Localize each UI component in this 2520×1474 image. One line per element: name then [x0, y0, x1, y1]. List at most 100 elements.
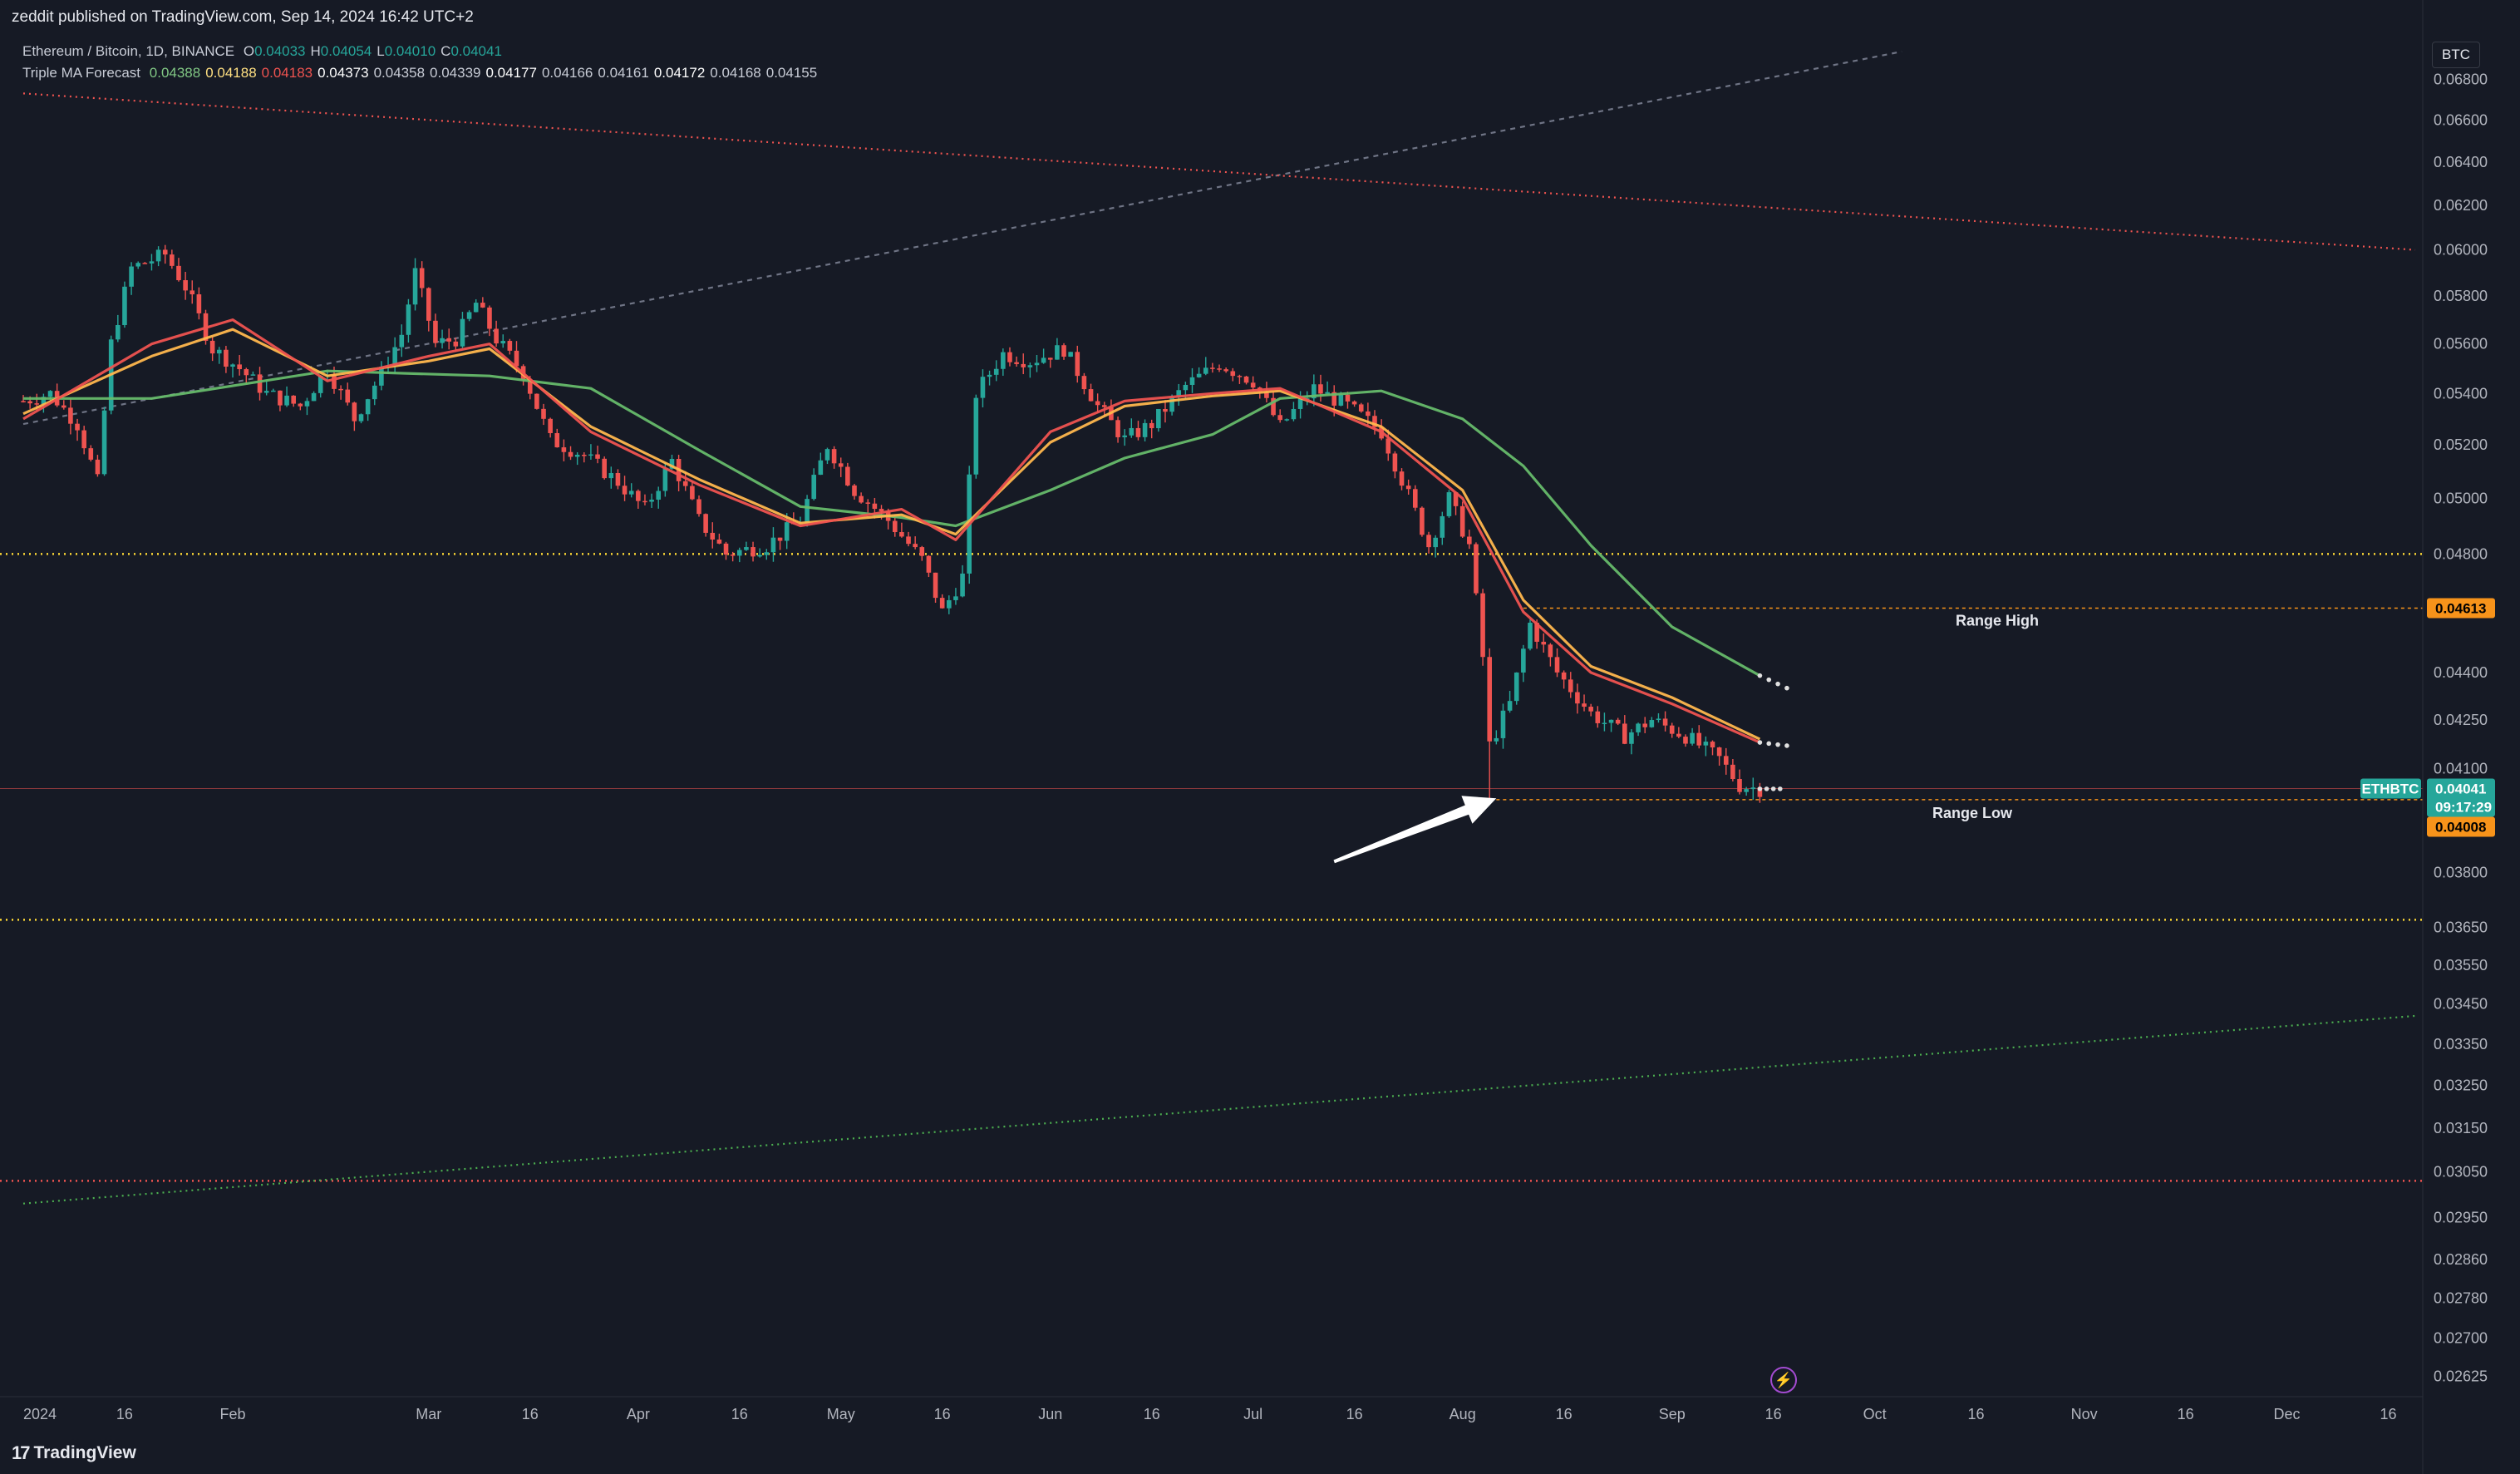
candle-body — [1386, 438, 1391, 454]
candle-body — [1554, 657, 1560, 673]
candle-body — [1757, 787, 1763, 797]
indicator-value: 0.04188 — [205, 65, 257, 81]
indicator-value: 0.04168 — [710, 65, 761, 81]
candle-body — [1210, 367, 1215, 369]
x-tick-label: 16 — [2178, 1406, 2194, 1422]
candle-body — [1480, 593, 1485, 658]
indicator-value: 0.04177 — [485, 65, 537, 81]
candle-body — [412, 268, 418, 305]
candle-body — [68, 407, 73, 424]
ma-line-mid — [22, 328, 1761, 741]
forecast-dot — [1757, 740, 1763, 745]
candle-body — [1297, 398, 1303, 409]
candle-body — [899, 532, 904, 537]
x-tick-label: Aug — [1449, 1406, 1476, 1422]
candle-body — [1440, 515, 1445, 538]
indicator-value: 0.04358 — [373, 65, 426, 81]
candle-body — [892, 520, 898, 533]
price-axis: 0.06800 0.06600 0.06400 0.06200 0.06000 0.058… — [2422, 0, 2520, 1474]
annotation-arrow — [1333, 796, 1497, 864]
forecast-dot — [1778, 786, 1783, 791]
indicator-values: 0.04388 0.04188 0.04183 0.04373 0.04358 0.043… — [150, 65, 822, 81]
candle-body — [494, 328, 499, 344]
candle-body — [1277, 415, 1282, 421]
candle-body — [1676, 733, 1681, 737]
candle-body — [473, 303, 479, 313]
lightning-icon[interactable]: ⚡ — [1770, 1367, 1797, 1393]
y-tick-label: 0.03650 — [2434, 919, 2488, 935]
y-tick-label: 0.02950 — [2434, 1209, 2488, 1225]
ohlc-o: O0.04033 — [243, 43, 306, 59]
candle-body — [1494, 737, 1499, 742]
y-tick-label: 0.04800 — [2434, 545, 2488, 562]
candle-body — [980, 377, 986, 398]
candle-body — [1243, 376, 1249, 383]
currency-button[interactable]: BTC — [2432, 42, 2480, 68]
candle-body — [176, 265, 181, 281]
x-tick-label: Dec — [2274, 1406, 2301, 1422]
candle-body — [1615, 719, 1621, 724]
candle-body — [845, 466, 850, 486]
x-tick-label: 16 — [934, 1406, 951, 1422]
candle-body — [1291, 408, 1297, 420]
y-tick-label: 0.05000 — [2434, 490, 2488, 506]
candle-body — [433, 320, 438, 343]
candle-body — [852, 485, 857, 496]
y-tick-label: 0.05200 — [2434, 436, 2488, 453]
candle-body — [1156, 408, 1161, 429]
indicator-value: 0.04155 — [765, 65, 818, 81]
candle-body — [682, 481, 688, 486]
x-tick-label: Sep — [1659, 1406, 1686, 1422]
candle-body — [561, 447, 567, 452]
candle-body — [1351, 401, 1357, 405]
x-tick-label: 16 — [731, 1406, 748, 1422]
y-tick-label: 0.06400 — [2434, 154, 2488, 170]
candle-body — [122, 286, 127, 326]
forecast-dot — [1784, 743, 1789, 748]
candle-body — [1264, 392, 1269, 398]
candle-body — [27, 401, 32, 404]
x-tick-label: Apr — [627, 1406, 650, 1422]
last-price-tag — [2427, 778, 2495, 817]
indicator-value: 0.04388 — [149, 65, 201, 81]
candle-body — [1169, 397, 1174, 412]
candle-body — [406, 304, 411, 335]
candle-body — [615, 472, 621, 486]
range-lines: Range High Range Low — [1496, 607, 2423, 821]
candle-body — [1149, 422, 1154, 429]
candle-body — [189, 290, 195, 295]
candle-body — [960, 573, 965, 597]
forecast-dot — [1766, 741, 1772, 747]
x-tick-label: Nov — [2071, 1406, 2098, 1422]
candle-body — [1223, 369, 1228, 372]
candle-body — [209, 340, 215, 354]
candle-body — [777, 537, 783, 541]
y-tick-label: 0.03800 — [2434, 864, 2488, 880]
candle-body — [1358, 404, 1364, 412]
red-dotted-descending — [22, 92, 2416, 251]
candle-body — [987, 374, 992, 377]
candle-body — [1034, 362, 1040, 366]
candle-body — [453, 341, 459, 347]
candle-body — [1548, 644, 1553, 658]
candle-body — [1737, 779, 1742, 792]
candle-body — [669, 458, 675, 469]
candle-body — [649, 500, 654, 502]
candle-body — [1399, 471, 1405, 486]
tradingview-footer[interactable]: 17 TradingView — [12, 1442, 136, 1464]
candle-body — [1636, 723, 1641, 732]
range-price-tag — [2427, 598, 2495, 619]
candle-body — [1007, 352, 1012, 362]
candle-body — [973, 397, 979, 475]
ma-line-fast — [22, 318, 1761, 744]
candle-body — [1405, 486, 1411, 490]
range-price-text: 0.04613 — [2435, 600, 2486, 616]
candle-body — [1662, 718, 1668, 726]
candle-body — [1669, 725, 1675, 734]
y-tick-label: 0.04100 — [2434, 761, 2488, 777]
x-tick-label: May — [827, 1406, 855, 1422]
candle-body — [913, 544, 918, 548]
candle-body — [1055, 345, 1060, 360]
range-price-text: 0.04008 — [2435, 819, 2486, 835]
